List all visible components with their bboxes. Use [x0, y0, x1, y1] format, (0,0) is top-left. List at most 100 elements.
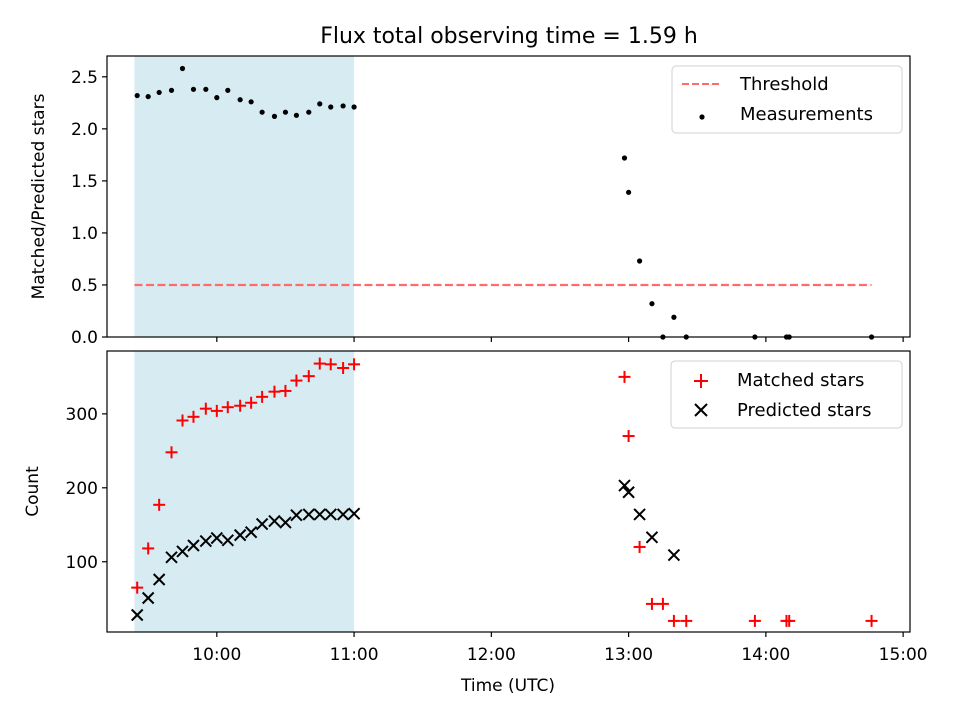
bottom-y-axis-label: Count	[23, 466, 43, 517]
measurement-point	[636, 258, 643, 264]
measurement-point	[626, 189, 632, 195]
matched-star-point	[234, 399, 247, 412]
measurement-point	[293, 112, 300, 118]
matched-star-point	[142, 542, 155, 555]
matched-star-point	[302, 370, 315, 383]
measurement-point	[190, 86, 197, 92]
matched-star-point	[618, 370, 631, 383]
matched-star-point	[645, 597, 658, 610]
top-y-tick-label: 1.5	[71, 172, 98, 192]
measurement-point	[259, 109, 265, 115]
predicted-star-point	[324, 508, 337, 521]
predicted-star-point	[176, 545, 189, 558]
x-tick-label: 10:00	[192, 645, 241, 665]
matched-star-point	[656, 597, 669, 610]
bottom-y-tick-label: 200	[66, 479, 98, 499]
top-y-tick-label: 0.5	[71, 276, 98, 296]
matched-star-point	[165, 446, 178, 459]
legend-matched-swatch	[694, 374, 708, 388]
bottom-shaded-span	[134, 351, 355, 632]
x-axis-label: Time (UTC)	[460, 676, 555, 696]
bottom-plot-marks	[130, 357, 878, 627]
matched-star-point	[256, 390, 269, 403]
top-y-tick-label: 1.0	[71, 224, 98, 244]
predicted-star-point	[622, 486, 635, 499]
top-y-tick-label: 2.0	[71, 120, 98, 140]
predicted-star-point	[210, 531, 224, 545]
top-legend-box	[671, 65, 903, 134]
matched-star-point	[633, 540, 646, 553]
matched-star-point	[622, 430, 635, 443]
matched-star-point	[748, 614, 761, 627]
predicted-star-point	[255, 517, 269, 531]
legend-predicted-swatch	[694, 403, 708, 417]
predicted-star-point	[199, 534, 213, 548]
matched-star-point	[153, 498, 166, 511]
top-y-tick-label: 0.0	[71, 328, 98, 348]
matched-star-point	[199, 402, 212, 415]
legend-predicted-label: Predicted stars	[737, 400, 871, 421]
top-plot-marks	[134, 65, 875, 340]
predicted-star-point	[302, 508, 315, 521]
matched-star-point	[348, 358, 361, 371]
measurement-point	[225, 87, 231, 93]
measurement-point	[282, 109, 289, 115]
top-panel: 0.0 0.5 1.0 1.5 2.0 2.5 Matched/Predicted sta…	[29, 55, 911, 348]
predicted-star-point	[618, 479, 631, 492]
predicted-star-point	[336, 508, 350, 521]
matched-star-point	[783, 614, 796, 627]
bottom-x-ticks: 10:00 11:00 12:00 13:00 14:00 15:00	[192, 632, 928, 665]
predicted-star-point	[233, 528, 247, 542]
top-y-axis-label: Matched/Predicted stars	[29, 93, 49, 299]
matched-star-point	[210, 404, 223, 417]
measurement-point	[145, 93, 151, 100]
matched-star-point	[290, 374, 303, 387]
chart-title: Flux total observing time = 1.59 h	[320, 24, 698, 49]
predicted-star-point	[279, 516, 292, 529]
predicted-star-point	[244, 525, 258, 539]
legend-measurements-swatch	[699, 114, 705, 120]
matched-star-point	[337, 362, 350, 375]
bottom-legend-box	[670, 360, 903, 429]
matched-star-point	[313, 357, 326, 370]
measurement-point	[306, 109, 312, 115]
x-tick-label: 15:00	[879, 645, 928, 665]
predicted-star-point	[290, 508, 303, 522]
legend-measurements-label: Measurements	[740, 104, 873, 125]
predicted-star-point	[165, 551, 178, 564]
matched-star-point	[131, 581, 144, 594]
matched-star-point	[187, 410, 200, 423]
top-y-tick-label: 2.5	[71, 68, 98, 88]
matched-star-point	[279, 384, 292, 397]
measurement-point	[179, 65, 186, 72]
bottom-y-tick-label: 300	[66, 405, 98, 425]
matched-star-point	[667, 614, 680, 627]
measurement-point	[621, 155, 628, 161]
top-legend: Threshold Measurements	[671, 65, 903, 134]
top-shaded-span	[134, 56, 355, 337]
legend-threshold-label: Threshold	[739, 74, 829, 95]
measurement-point	[214, 95, 220, 101]
top-x-ticks	[216, 337, 904, 342]
predicted-star-point	[645, 531, 659, 544]
bottom-y-ticks: 100 200 300	[66, 405, 107, 573]
matched-star-point	[245, 396, 258, 409]
matched-star-point	[176, 414, 189, 427]
measurement-point	[168, 87, 175, 93]
predicted-star-point	[633, 508, 646, 521]
measurement-point	[134, 92, 140, 99]
top-axes-frame	[106, 55, 911, 338]
x-tick-label: 11:00	[330, 645, 379, 665]
measurement-point	[328, 104, 334, 110]
measurement-point	[340, 103, 346, 109]
predicted-star-point	[130, 608, 144, 622]
x-tick-label: 14:00	[741, 645, 790, 665]
x-tick-label: 12:00	[467, 645, 516, 665]
predicted-star-point	[187, 539, 200, 552]
matched-star-point	[324, 358, 337, 371]
measurement-point	[248, 99, 254, 105]
top-y-ticks: 0.0 0.5 1.0 1.5 2.0 2.5	[71, 68, 107, 348]
bottom-panel: 100 200 300 10:00 11:00 12:00 13:00 14:00 15:00…	[23, 350, 928, 696]
measurement-point	[671, 314, 677, 320]
